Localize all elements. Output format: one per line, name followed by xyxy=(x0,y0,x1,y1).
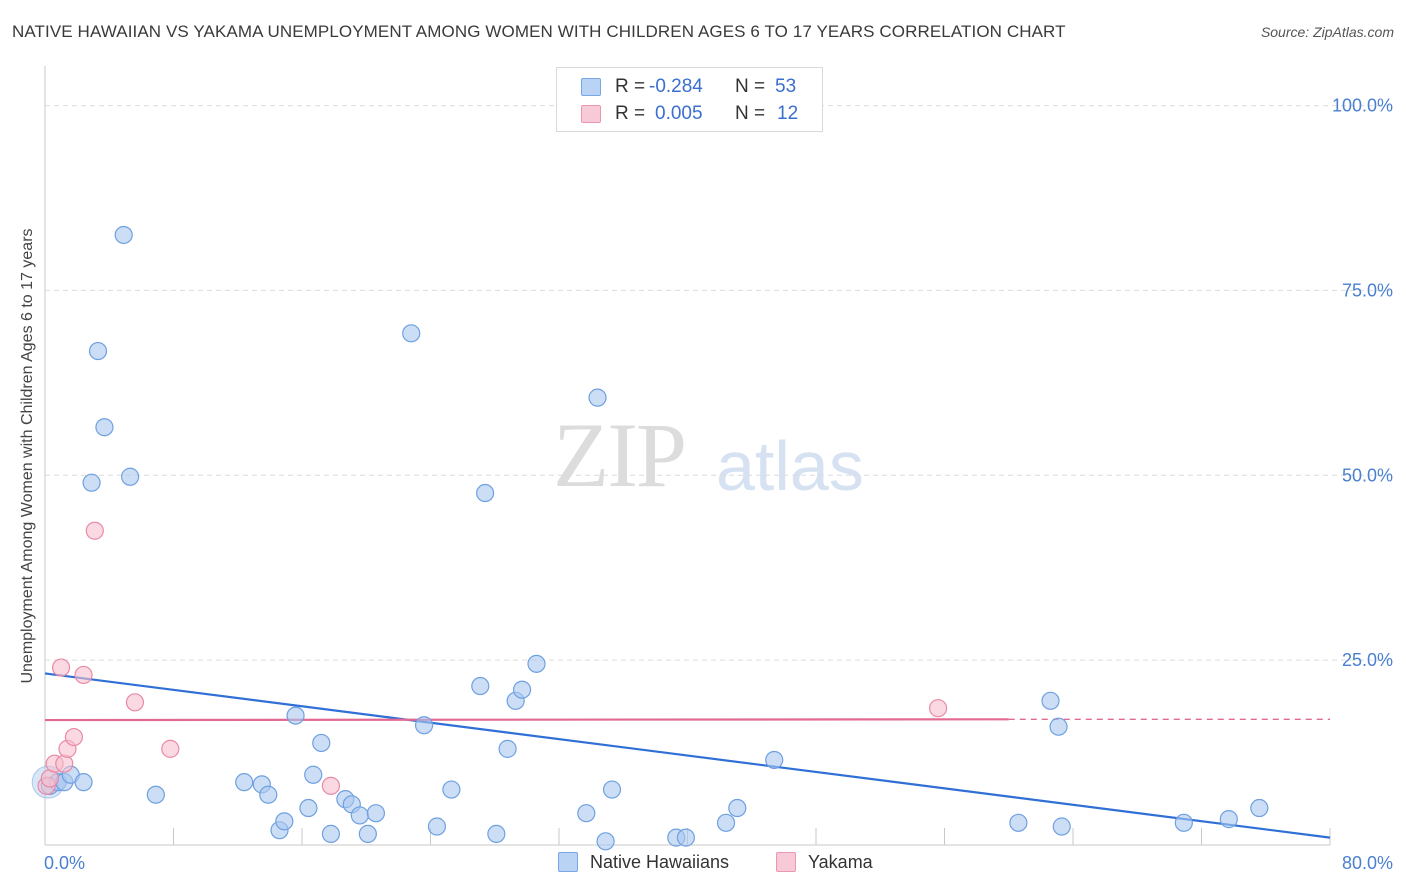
yakama-trend-line xyxy=(44,718,1009,722)
native-hawaiians-point xyxy=(765,750,784,770)
native-hawaiians-point xyxy=(121,467,140,486)
native-hawaiians-point xyxy=(1049,717,1068,736)
correlation-legend: R = -0.284 N = 53 R = 0.005 N = 12 xyxy=(556,67,823,132)
x-tick-label: 0.0% xyxy=(44,853,85,873)
native-hawaiians-point xyxy=(321,824,341,844)
yakama-point xyxy=(64,727,84,747)
bottom-legend-yakama: Yakama xyxy=(776,852,873,873)
bottom-legend-swatch-blue xyxy=(558,852,578,872)
axes xyxy=(44,66,1331,846)
y-tick-label: 75.0% xyxy=(1342,280,1393,300)
y-tick-label: 50.0% xyxy=(1342,465,1393,485)
native-hawaiians-point xyxy=(427,817,447,836)
bottom-legend-swatch-pink xyxy=(776,852,796,872)
native-hawaiians-point xyxy=(1052,817,1071,836)
legend-n-label: N = xyxy=(735,76,766,97)
native-hawaiians-point xyxy=(366,804,385,823)
grid-lines xyxy=(45,105,1390,661)
native-hawaiians-point xyxy=(1009,813,1028,832)
native-hawaiians-point xyxy=(304,765,323,784)
native-hawaiians-point xyxy=(527,654,546,673)
yakama-point xyxy=(55,754,74,773)
native-hawaiians-point xyxy=(88,341,108,361)
x-tick-label: 80.0% xyxy=(1342,853,1393,873)
native-hawaiians-point xyxy=(487,824,506,844)
legend-r-value: -0.284 xyxy=(649,76,703,97)
native-hawaiians-point xyxy=(577,804,596,823)
native-hawaiians-point xyxy=(402,324,421,343)
yakama-point xyxy=(928,699,948,718)
y-tick-label: 25.0% xyxy=(1342,650,1393,670)
yakama-point xyxy=(125,693,145,712)
yakama-point xyxy=(74,665,93,685)
yakama-point xyxy=(161,739,180,758)
native-hawaiians-point xyxy=(299,798,318,818)
native-hawaiians-point xyxy=(596,832,615,851)
native-hawaiians-point xyxy=(414,716,434,735)
native-hawaiians-point xyxy=(476,483,495,503)
chart-title: NATIVE HAWAIIAN VS YAKAMA UNEMPLOYMENT A… xyxy=(12,22,1066,41)
native-hawaiians-point xyxy=(716,813,736,832)
legend-n-value: 12 xyxy=(777,103,799,124)
native-hawaiians-trend-line xyxy=(44,672,1331,839)
native-hawaiians-point xyxy=(676,828,695,847)
native-hawaiians-point xyxy=(358,824,377,844)
native-hawaiians-point xyxy=(235,773,254,792)
watermark-atlas: atlas xyxy=(716,427,864,505)
native-hawaiians-point xyxy=(1041,691,1060,710)
native-hawaiians-point xyxy=(312,733,331,753)
native-hawaiians-point xyxy=(1250,798,1269,818)
native-hawaiians-point xyxy=(350,806,369,825)
watermark-zip: ZIP xyxy=(553,404,687,506)
native-hawaiians-point xyxy=(442,780,461,799)
native-hawaiians-point xyxy=(74,773,93,792)
native-hawaiians-point xyxy=(602,780,622,799)
bottom-legend-label: Native Hawaiians xyxy=(590,852,730,872)
data-points xyxy=(31,225,1269,851)
source-label: Source: ZipAtlas.com xyxy=(1260,24,1394,40)
legend-r-value: 0.005 xyxy=(655,103,703,124)
yakama-point xyxy=(51,658,71,677)
yakama-point xyxy=(321,776,341,795)
native-hawaiians-point xyxy=(471,676,490,696)
yakama-point xyxy=(85,521,104,540)
legend-r-label: R = xyxy=(615,103,646,124)
legend-n-label: N = xyxy=(735,103,766,124)
native-hawaiians-point xyxy=(588,388,607,407)
trend-lines xyxy=(44,672,1331,839)
native-hawaiians-point xyxy=(95,418,114,437)
native-hawaiians-point xyxy=(728,798,747,818)
native-hawaiians-point xyxy=(512,680,532,699)
legend-r-label: R = xyxy=(615,76,646,97)
native-hawaiians-point xyxy=(498,739,517,758)
bottom-legend-label: Yakama xyxy=(808,852,873,872)
tick-labels: 25.0% 50.0% 75.0% 100.0% 0.0% 80.0% xyxy=(44,96,1393,873)
native-hawaiians-point xyxy=(1174,813,1193,832)
y-tick-label: 100.0% xyxy=(1332,96,1393,116)
native-hawaiians-point xyxy=(259,785,278,804)
native-hawaiians-point xyxy=(1219,810,1238,829)
native-hawaiians-point xyxy=(286,706,305,725)
legend-swatch-pink xyxy=(581,105,601,123)
native-hawaiians-point xyxy=(114,225,133,245)
legend-swatch-blue xyxy=(581,78,601,96)
native-hawaiians-point xyxy=(82,473,101,492)
native-hawaiians-point xyxy=(275,812,294,831)
legend-n-value: 53 xyxy=(775,76,797,97)
bottom-legend-native-hawaiians: Native Hawaiians xyxy=(558,852,729,873)
native-hawaiians-point xyxy=(146,785,165,804)
